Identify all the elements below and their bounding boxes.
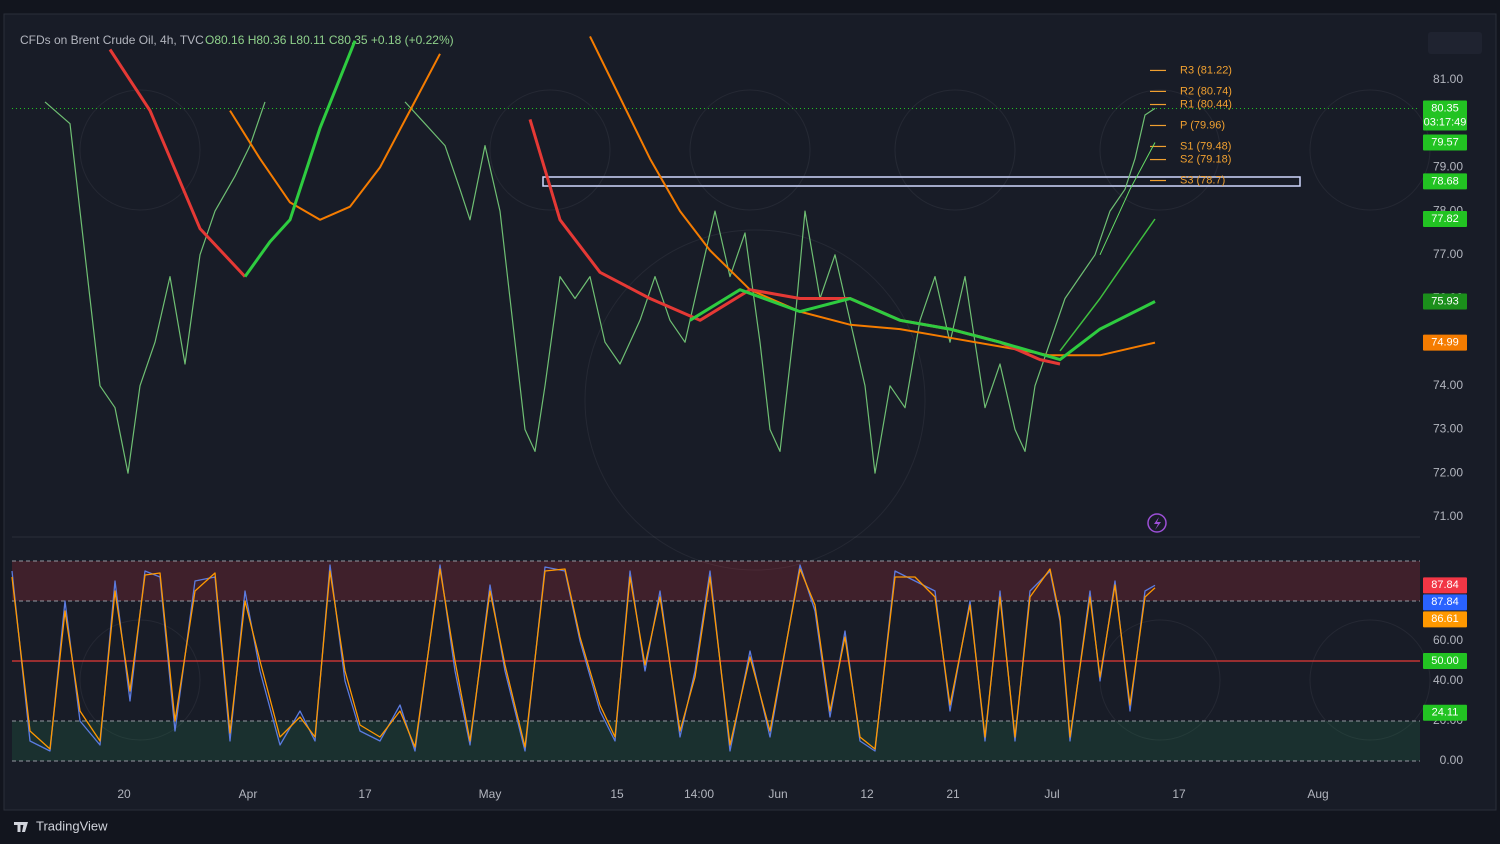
y-tick-label: 74.00 [1433,378,1463,392]
price-tag [1423,577,1467,594]
x-tick-label: 15 [610,787,624,801]
series-line [1099,142,1156,256]
y-tick-label: 73.00 [1433,422,1463,436]
watermark [1099,89,1221,211]
x-tick-label: 20 [117,787,131,801]
price-tag-countdown: 03:17:49 [1424,116,1467,128]
oversold-zone [12,721,1420,761]
price-tag-label: 24.11 [1432,707,1459,719]
price-tag [1423,653,1467,669]
price-tag [1423,704,1467,721]
y-tick-label: 71.00 [1433,509,1463,523]
chart-panel [3,13,1497,811]
price-tag-label: 75.93 [1431,295,1459,307]
symbol-title: CFDs on Brent Crude Oil, 4h, TVC [20,33,204,47]
ohlc-values: O80.16 H80.36 L80.11 C80.35 +0.18 (+0.22… [205,33,454,47]
pivot-label: R1 (80.44) [1180,98,1232,110]
x-tick-label: 17 [1172,787,1186,801]
price-tag-label: 86.61 [1431,613,1459,625]
x-tick-label: Jul [1044,787,1059,801]
series-line [44,101,1156,474]
price-tag [1423,210,1467,227]
x-tick-label: 21 [946,787,960,801]
y-tick-label: 0.00 [1440,753,1464,767]
series-line [243,40,1156,362]
y-tick-label: 60.00 [1433,633,1463,647]
pivot-label: R3 (81.22) [1180,64,1232,76]
price-tag-label: 74.99 [1431,337,1459,349]
series-line [11,568,1156,750]
x-tick-label: Apr [239,787,258,801]
pivot-label: S1 (79.48) [1180,140,1231,152]
alert-icon[interactable] [1147,513,1167,533]
price-tag [1423,173,1467,190]
pivot-label: P (79.96) [1180,119,1225,131]
pivot-label: S3 (78.7) [1180,174,1225,186]
price-tag-label: 80.35 [1431,102,1459,114]
price-tag [1423,611,1467,628]
price-tag-label: 79.57 [1431,136,1459,148]
y-tick-label: 40.00 [1433,673,1463,687]
y-tick-label: 72.00 [1433,465,1463,479]
y-tick-label: 79.00 [1433,160,1463,174]
alert-bolt [1154,517,1161,530]
watermark [584,229,926,571]
y-tick-label: 81.00 [1433,72,1463,86]
series-line [1059,218,1156,352]
price-tag-label: 87.84 [1431,596,1459,608]
price-tag-label: 50.00 [1431,655,1459,667]
x-tick-label: 14:00 [684,787,714,801]
pivot-label: R2 (80.74) [1180,85,1232,97]
watermark [689,89,811,211]
overbought-zone [12,561,1420,601]
price-tag [1423,334,1467,351]
watermark [79,89,201,211]
x-tick-label: 12 [860,787,874,801]
price-tag-label: 87.84 [1431,579,1459,591]
brand-name: TradingView [36,818,108,833]
toolbar-button[interactable] [1428,32,1482,54]
pivot-label: S2 (79.18) [1180,153,1231,165]
price-tag [1423,594,1467,611]
watermark [1309,619,1431,741]
x-tick-label: Jun [768,787,787,801]
watermark [489,89,611,211]
x-tick-label: Aug [1307,787,1328,801]
price-tag [1423,100,1467,131]
brand-logo [14,822,28,832]
y-tick-label: 77.00 [1433,247,1463,261]
x-tick-label: May [479,787,502,801]
price-tag [1423,134,1467,151]
watermark [894,89,1016,211]
price-tag-label: 77.82 [1431,213,1459,225]
price-tag [1423,293,1467,310]
x-tick-label: 17 [358,787,372,801]
price-tag-label: 78.68 [1431,175,1459,187]
resistance-zone [542,176,1301,187]
